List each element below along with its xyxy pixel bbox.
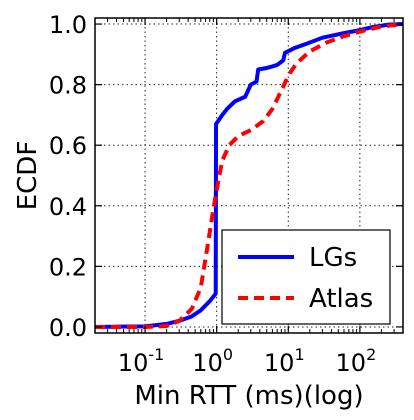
y-tick-label: 1.0 [49, 11, 87, 39]
legend-label-lgs: LGs [309, 243, 357, 273]
x-tick-label: 100 [192, 345, 233, 377]
tick-layer: 0.0 0.2 0.4 0.6 0.8 1.0 10-1 100 101 102 [49, 11, 404, 377]
x-tick-label: 101 [264, 345, 305, 377]
x-axis-label: Min RTT (ms)(log) [134, 381, 363, 411]
x-tick-label: 102 [336, 345, 377, 377]
y-tick-label: 0.0 [49, 314, 87, 342]
y-tick-label: 0.6 [49, 132, 87, 160]
series-line-atlas [95, 22, 404, 329]
series-line-lgs [94, 22, 404, 329]
x-tick-label: 10-1 [118, 345, 165, 377]
y-axis-label: ECDF [13, 141, 43, 211]
y-tick-label: 0.8 [49, 72, 87, 100]
legend-box [221, 229, 391, 325]
legend-label-atlas: Atlas [309, 284, 373, 314]
plot-frame [94, 17, 404, 334]
y-tick-label: 0.4 [49, 193, 87, 221]
y-tick-label: 0.2 [49, 253, 87, 281]
legend: LGs Atlas [221, 229, 391, 325]
series-layer [94, 22, 404, 329]
